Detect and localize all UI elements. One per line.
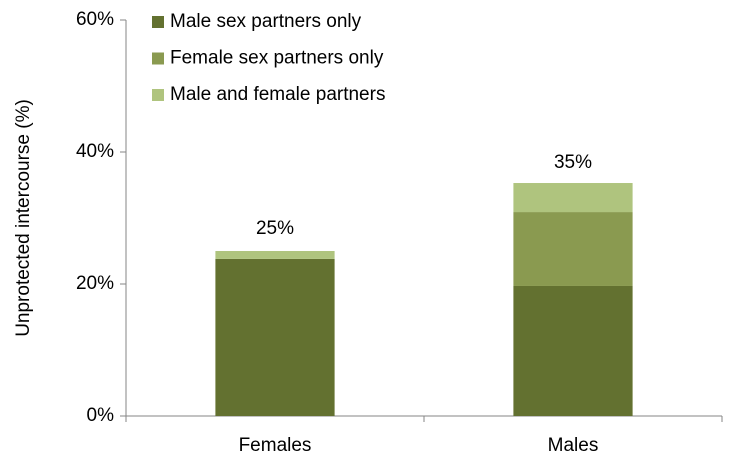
legend-label: Male and female partners xyxy=(170,84,385,105)
bar-segment xyxy=(513,183,633,213)
legend-label: Male sex partners only xyxy=(170,11,362,32)
legend-swatch xyxy=(152,52,164,65)
legend-swatch xyxy=(152,89,164,101)
legend-label: Female sex partners only xyxy=(170,48,384,69)
bar-segment xyxy=(513,285,633,416)
legend-swatch xyxy=(152,16,164,28)
bar-segment xyxy=(513,212,633,286)
x-tick-label: Females xyxy=(239,435,312,456)
y-tick-label: 60% xyxy=(76,9,114,30)
y-tick-label: 0% xyxy=(87,405,115,426)
total-label: 35% xyxy=(554,152,592,173)
y-tick-label: 40% xyxy=(76,141,114,162)
y-tick-label: 20% xyxy=(76,273,114,294)
y-axis-label: Unprotected intercourse (%) xyxy=(13,99,34,337)
total-label: 25% xyxy=(256,218,294,239)
bar-segment xyxy=(215,258,335,416)
bar-segment xyxy=(215,251,335,259)
x-tick-label: Males xyxy=(548,435,599,456)
